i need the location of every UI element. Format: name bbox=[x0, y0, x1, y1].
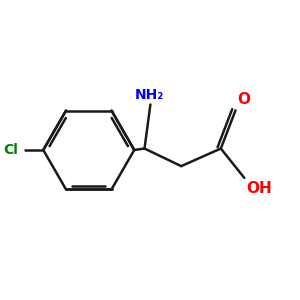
Text: OH: OH bbox=[246, 181, 272, 196]
Text: NH₂: NH₂ bbox=[134, 88, 164, 102]
Text: O: O bbox=[237, 92, 250, 107]
Text: Cl: Cl bbox=[4, 143, 18, 157]
